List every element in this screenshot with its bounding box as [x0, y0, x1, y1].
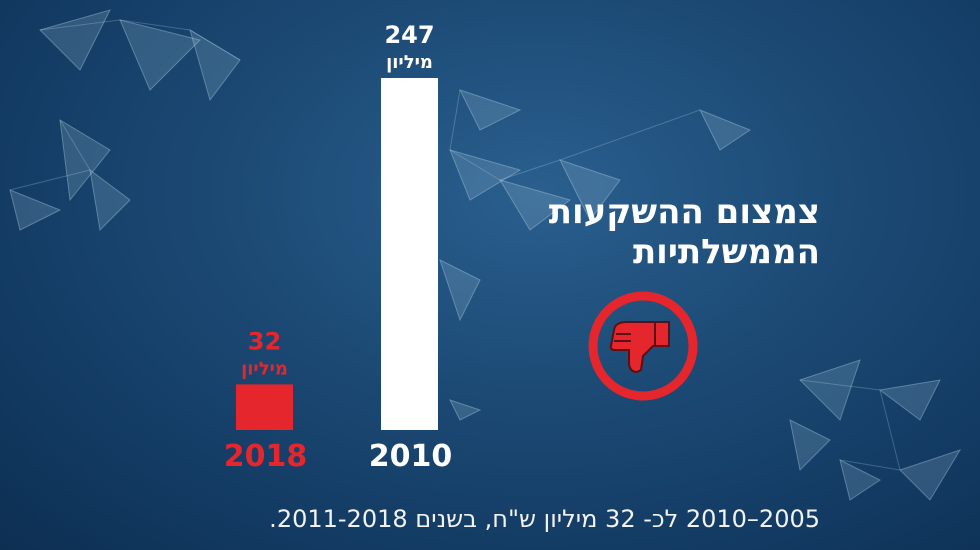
bar-2018 [236, 384, 293, 430]
category-label-2018: 2018 [224, 439, 308, 474]
category-label-2010: 2010 [369, 439, 453, 474]
unit-label-2018: מיליון [241, 358, 288, 379]
caption: 2005–2010 לכ- 32 מיליון ש"ח, בשנים 2011-… [269, 505, 820, 533]
value-label-2018: 32 [248, 327, 281, 355]
bar-2010 [381, 78, 438, 430]
headline-line-2: הממשלתיות [632, 232, 820, 272]
unit-label-2010: מיליון [386, 52, 433, 73]
value-label-2010: 247 [384, 21, 434, 49]
headline: צמצום ההשקעות הממשלתיות [500, 192, 820, 272]
headline-line-1: צמצום ההשקעות [548, 192, 820, 232]
thumbs-down-icon [588, 291, 698, 401]
